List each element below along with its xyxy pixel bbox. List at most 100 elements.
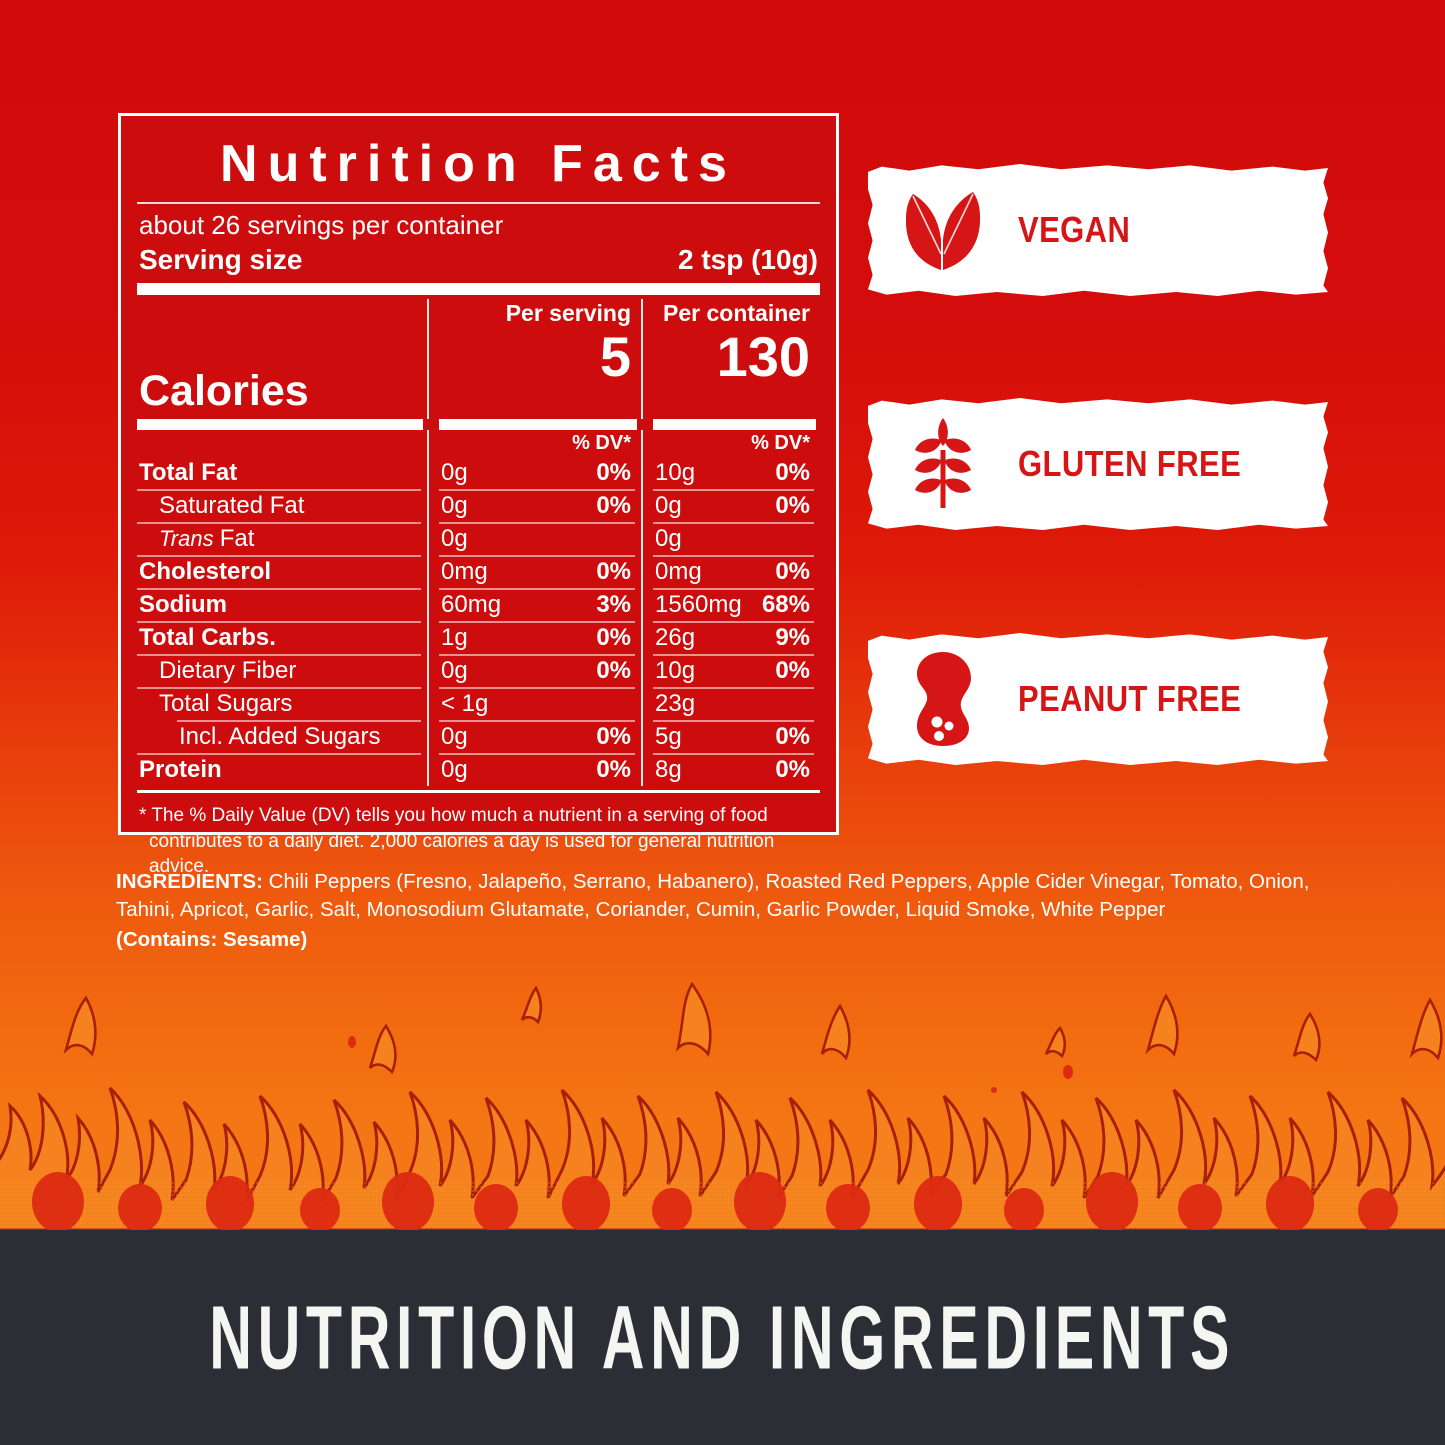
badge-gluten-free: GLUTEN FREE (868, 398, 1328, 530)
nutrient-daily-value: 0% (596, 624, 631, 652)
calories-label: Calories (139, 366, 309, 415)
servings-per-container: about 26 servings per container (139, 210, 504, 240)
nutrient-amount: 23g (655, 690, 696, 718)
nutrient-per-serving: 60mg 3% (427, 591, 641, 619)
nutrient-daily-value: 0% (775, 459, 810, 487)
calories-per-serving-cell: Per serving 5 (427, 295, 641, 419)
row-divider (137, 752, 820, 755)
nutrient-amount: 1g (441, 624, 468, 652)
serving-size-label: Serving size (139, 243, 303, 275)
nutrient-daily-value: 0% (775, 657, 810, 685)
nutrient-amount: 0g (441, 756, 468, 784)
nutrient-per-serving: 0mg 0% (427, 558, 641, 586)
nutrient-row: Protein 0g 0% 8g 0% (137, 755, 820, 786)
row-divider (137, 686, 820, 689)
badge-vegan-label: VEGAN (1018, 209, 1131, 250)
nutrient-name: Sodium (139, 591, 227, 619)
nutrient-amount: 0g (441, 492, 468, 520)
nutrient-per-serving: 0g 0% (427, 492, 641, 520)
nutrient-per-container: 23g (641, 690, 820, 718)
nutrient-name: Incl. Added Sugars (179, 723, 381, 751)
ingredients-label: INGREDIENTS: (116, 870, 263, 893)
nutrient-per-serving: 1g 0% (427, 624, 641, 652)
nutrition-facts-panel: Nutrition Facts about 26 servings per co… (118, 113, 839, 877)
nutrient-daily-value: 0% (775, 756, 810, 784)
nutrient-amount: 0g (441, 657, 468, 685)
nutrient-per-container: 5g 0% (641, 723, 820, 751)
nutrient-amount: 0mg (655, 558, 702, 586)
nutrient-name: Saturated Fat (159, 492, 305, 520)
nutrient-per-serving: 0g 0% (427, 459, 641, 487)
nutrient-name: Total Sugars (159, 690, 293, 718)
row-divider (137, 521, 820, 524)
nutrient-row: Total Carbs. 1g 0% 26g 9% (137, 623, 820, 654)
calories-per-container-cell: Per container 130 (641, 295, 820, 419)
dv-header-container: % DV* (751, 432, 810, 455)
nutrient-row: Trans Fat 0g 0g (137, 524, 820, 555)
nutrient-amount: 8g (655, 756, 682, 784)
nutrient-amount: 10g (655, 459, 696, 487)
nutrient-amount: 0g (441, 459, 468, 487)
nutrient-amount: 5g (655, 723, 682, 751)
row-divider (137, 719, 820, 722)
serving-size-value: 2 tsp (10g) (677, 243, 818, 275)
row-divider (137, 488, 820, 491)
serving-size-row: Serving size 2 tsp (10g) (137, 243, 820, 283)
banner-title: NUTRITION AND INGREDIENTS (209, 1286, 1236, 1389)
nutrient-daily-value: 0% (596, 723, 631, 751)
nutrient-per-serving: < 1g (427, 690, 641, 718)
nutrient-amount: 1560mg (655, 591, 742, 619)
table-bottom-rule (137, 789, 820, 793)
per-serving-header: Per serving (505, 299, 631, 326)
nutrient-daily-value: 0% (775, 492, 810, 520)
nutrient-row: Saturated Fat 0g 0% 0g 0% (137, 491, 820, 522)
nutrient-daily-value: 68% (761, 591, 810, 619)
nutrient-name: Protein (139, 756, 222, 784)
nutrient-per-container: 10g 0% (641, 657, 820, 685)
nutrient-per-container: 1560mg 68% (641, 591, 820, 619)
nutrient-daily-value: 0% (596, 492, 631, 520)
nutrient-per-serving: 0g 0% (427, 657, 641, 685)
nutrient-per-serving: 0g 0% (427, 756, 641, 784)
nutrient-amount: 10g (655, 657, 696, 685)
badge-gluten-free-label: GLUTEN FREE (1018, 443, 1242, 484)
nutrient-amount: 0g (655, 525, 682, 553)
nutrient-daily-value: 0% (596, 756, 631, 784)
nutrient-row: Total Sugars < 1g 23g (137, 689, 820, 720)
flame-graphic (0, 970, 1445, 1232)
nutrient-amount: 0mg (441, 558, 488, 586)
nutrient-amount: 0g (441, 723, 468, 751)
nutrient-daily-value: 0% (596, 558, 631, 586)
dv-header-row: % DV* % DV* (137, 430, 820, 458)
calories-block: Calories Per serving 5 Per container 130 (137, 295, 820, 419)
nutrient-daily-value: 0% (775, 558, 810, 586)
row-divider (137, 653, 820, 656)
serving-size-divider (137, 282, 820, 295)
nutrient-row: Total Fat 0g 0% 10g 0% (137, 458, 820, 489)
nutrition-facts-title: Nutrition Facts (220, 135, 737, 193)
ingredients-contains: (Contains: Sesame) (116, 927, 308, 951)
nutrient-daily-value: 9% (775, 624, 810, 652)
nutrient-row: Dietary Fiber 0g 0% 10g 0% (137, 656, 820, 687)
nutrient-name: Dietary Fiber (159, 657, 297, 685)
nutrient-table: % DV* % DV* Total Fat 0g 0% 10g 0% Saturated … (137, 429, 820, 786)
column-divider-2 (641, 429, 643, 786)
nutrient-daily-value: 0% (596, 657, 631, 685)
nutrient-per-serving: 0g (427, 525, 641, 553)
nutrient-name: Total Carbs. (139, 624, 276, 652)
nutrient-amount: 26g (655, 624, 696, 652)
calories-per-container-value: 130 (716, 325, 810, 389)
nutrient-amount: < 1g (441, 690, 489, 718)
per-container-header: Per container (663, 299, 810, 326)
nutrient-per-serving: 0g 0% (427, 723, 641, 751)
daily-value-footnote: * The % Daily Value (DV) tells you how m… (137, 793, 820, 880)
ingredients-body: Chili Peppers (Fresno, Jalapeño, Serrano… (116, 870, 1310, 922)
row-divider (137, 587, 820, 590)
badge-vegan: VEGAN (868, 164, 1328, 296)
nutrient-amount: 60mg (441, 591, 502, 619)
nutrient-per-container: 0mg 0% (641, 558, 820, 586)
ingredients-text: INGREDIENTS: Chili Peppers (Fresno, Jala… (116, 868, 1346, 954)
nutrient-per-container: 0g 0% (641, 492, 820, 520)
row-divider (137, 554, 820, 557)
